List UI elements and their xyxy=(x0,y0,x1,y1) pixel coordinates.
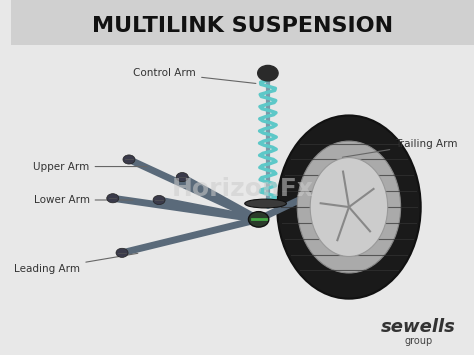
Text: Trailing Arm: Trailing Arm xyxy=(342,139,458,157)
Circle shape xyxy=(176,173,188,182)
FancyBboxPatch shape xyxy=(11,0,474,45)
Circle shape xyxy=(107,194,119,203)
Text: Lower Arm: Lower Arm xyxy=(34,195,133,205)
Text: group: group xyxy=(404,336,432,346)
Ellipse shape xyxy=(245,199,286,208)
Ellipse shape xyxy=(310,158,388,257)
Text: sewells: sewells xyxy=(381,318,456,336)
Text: Upper Arm: Upper Arm xyxy=(33,162,147,171)
Circle shape xyxy=(248,212,269,227)
Text: MULTILINK SUSPENSION: MULTILINK SUSPENSION xyxy=(92,16,393,36)
Text: Control Arm: Control Arm xyxy=(133,68,256,83)
Circle shape xyxy=(153,195,165,204)
Circle shape xyxy=(258,65,278,81)
Text: HorizonFx: HorizonFx xyxy=(172,178,313,201)
Circle shape xyxy=(123,155,135,164)
Ellipse shape xyxy=(277,115,421,299)
Ellipse shape xyxy=(297,141,401,273)
Circle shape xyxy=(116,248,128,257)
Text: Leading Arm: Leading Arm xyxy=(14,253,138,274)
